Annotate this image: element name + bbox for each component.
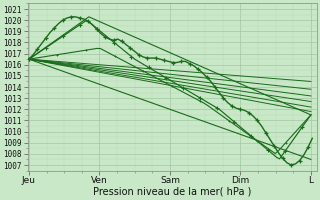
- X-axis label: Pression niveau de la mer( hPa ): Pression niveau de la mer( hPa ): [93, 187, 251, 197]
